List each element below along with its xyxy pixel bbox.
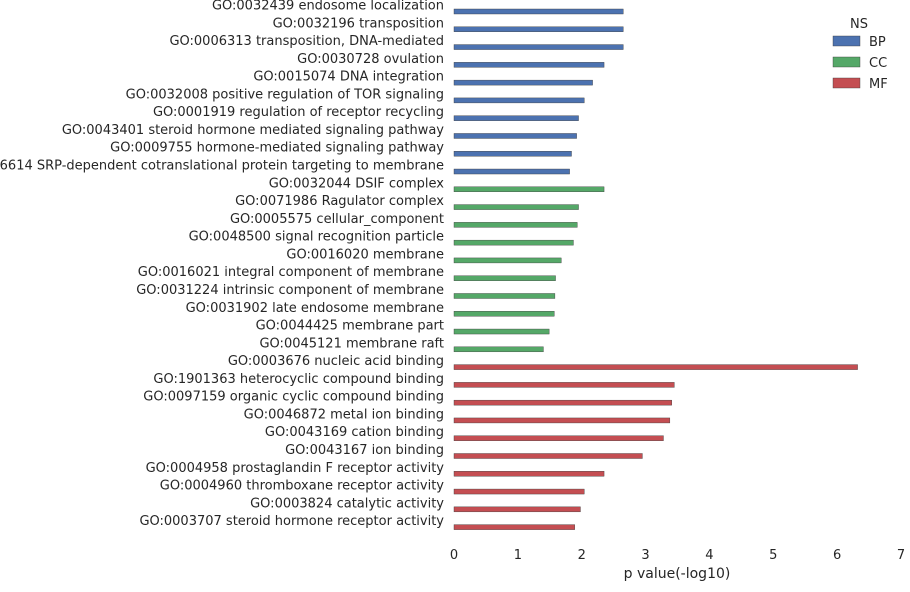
x-tick-labels: 0 1 2 3 4 5 6 7: [450, 548, 905, 563]
bar-mf: [453, 488, 585, 495]
x-tick-label: 7: [897, 548, 905, 563]
bar-cc: [453, 311, 555, 317]
y-tick-label: GO:0031224 intrinsic component of membra…: [136, 283, 444, 298]
y-tick-label: GO:0032044 DSIF complex: [269, 176, 445, 191]
y-tick-label: GO:0032439 endosome localization: [212, 0, 444, 14]
bar-cc: [453, 293, 556, 299]
y-tick-label: GO:0097159 organic cyclic compound bindi…: [143, 390, 444, 405]
x-tick-label: 6: [833, 548, 841, 563]
y-tick-label: GO:0048500 signal recognition particle: [189, 230, 444, 245]
bar-bp: [453, 168, 570, 175]
bar-cc: [453, 239, 574, 246]
x-tick-label: 4: [705, 548, 713, 563]
legend-label-bp: BP: [869, 35, 886, 50]
y-tick-label: GO:0004958 prostaglandin F receptor acti…: [146, 461, 445, 476]
x-tick-label: 1: [514, 548, 522, 563]
y-tick-label: GO:0031902 late endosome membrane: [186, 301, 444, 316]
y-tick-label: GO:0003824 catalytic activity: [250, 496, 444, 511]
bar-bp: [453, 62, 605, 68]
y-tick-label: GO:0045121 membrane raft: [259, 336, 444, 351]
y-tick-label: GO:0043167 ion binding: [285, 443, 444, 458]
y-tick-label: GO:0005575 cellular_component: [230, 212, 444, 227]
y-tick-label: GO:0016020 membrane: [286, 247, 444, 262]
bar-cc: [453, 204, 579, 210]
y-tick-label: GO:0016021 integral component of membran…: [138, 265, 444, 280]
x-tick-label: 3: [641, 548, 649, 563]
bar-mf: [453, 382, 675, 388]
y-tick-label: GO:0004960 thromboxane receptor activity: [160, 479, 445, 494]
y-tick-label: GO:0032008 positive regulation of TOR si…: [126, 87, 444, 102]
y-tick-label: GO:0001919 regulation of receptor recycl…: [153, 105, 444, 120]
legend: NS BP CC MF: [832, 17, 888, 92]
y-tick-label: GO:1901363 heterocyclic compound binding: [153, 372, 444, 387]
bar-mf: [453, 417, 671, 424]
bar-mf: [453, 524, 575, 530]
legend-title: NS: [850, 17, 868, 32]
y-tick-label: GO:0046872 metal ion binding: [244, 407, 444, 422]
y-tick-label: GO:0015074 DNA integration: [253, 70, 444, 85]
bar-bp: [453, 79, 593, 86]
bar-cc: [453, 186, 605, 193]
x-tick-label: 0: [450, 548, 458, 563]
y-tick-label: GO:0044425 membrane part: [256, 319, 444, 334]
y-tick-label: GO:0030728 ovulation: [297, 52, 444, 67]
bar-mf: [453, 364, 858, 370]
bar-cc: [453, 328, 550, 335]
bar-bp: [453, 26, 624, 32]
legend-label-mf: MF: [869, 77, 888, 92]
y-tick-label: GO:0032196 transposition: [273, 16, 444, 31]
x-tick-label: 2: [578, 548, 586, 563]
bar-bp: [453, 115, 579, 121]
bar-bp: [453, 44, 624, 50]
bar-mf: [453, 399, 672, 406]
bar-cc: [453, 346, 544, 353]
bar-mf: [453, 435, 664, 441]
bar-mf: [453, 506, 581, 513]
legend-swatch-mf: [832, 77, 861, 89]
y-tick-label: GO:0009755 hormone-mediated signaling pa…: [110, 141, 444, 156]
y-tick-label: GO:0071986 Ragulator complex: [235, 194, 444, 209]
bar-cc: [453, 222, 578, 228]
bar-mf: [453, 453, 643, 459]
bar-cc: [453, 257, 562, 264]
legend-swatch-bp: [832, 35, 861, 47]
legend-swatch-cc: [832, 56, 861, 68]
y-tick-label: GO:0043169 cation binding: [265, 425, 444, 440]
bars-group: [453, 8, 858, 530]
x-axis-label: p value(-log10): [624, 566, 731, 582]
bar-bp: [453, 133, 577, 139]
bar-bp: [453, 97, 585, 104]
x-tick-label: 5: [769, 548, 777, 563]
bar-bp: [453, 151, 572, 157]
y-tick-label: GO:0043401 steroid hormone mediated sign…: [62, 123, 444, 138]
y-tick-labels: GO:0032439 endosome localization GO:00321…: [0, 0, 444, 529]
y-tick-label: GO:0003676 nucleic acid binding: [228, 354, 444, 369]
bar-bp: [453, 8, 624, 15]
legend-label-cc: CC: [869, 56, 887, 71]
y-tick-label: GO:0003707 steroid hormone receptor acti…: [139, 514, 444, 529]
bar-mf: [453, 471, 605, 477]
bar-cc: [453, 275, 556, 281]
y-tick-label: GO:0006614 SRP-dependent cotranslational…: [0, 159, 444, 174]
y-tick-label: GO:0006313 transposition, DNA-mediated: [169, 34, 444, 49]
